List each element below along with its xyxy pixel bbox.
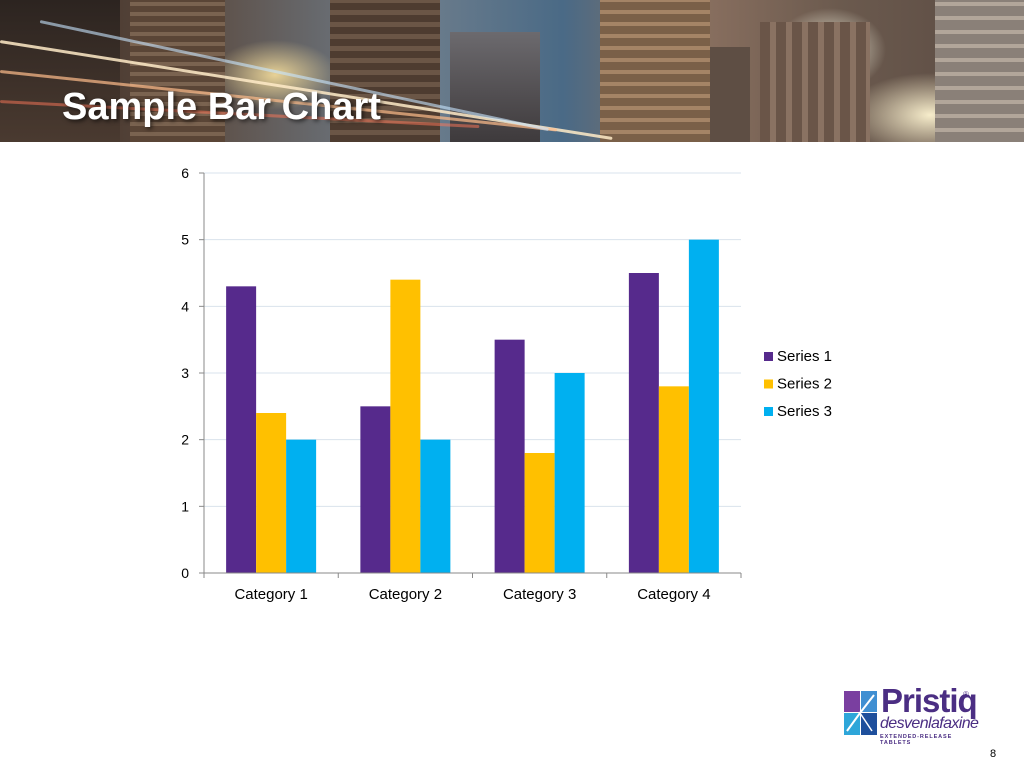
legend-label: Series 2 bbox=[777, 376, 832, 393]
bar-series-3-category-3 bbox=[554, 373, 585, 573]
logo-registered-mark: ® bbox=[963, 690, 969, 699]
legend-swatch bbox=[764, 379, 773, 389]
slide-title: Sample Bar Chart bbox=[62, 86, 381, 128]
bar-series-2-category-1 bbox=[256, 413, 287, 573]
axes: 0 1 2 3 4 5 6 Category 1 Category 2 Category 3 Cat… bbox=[181, 165, 742, 603]
bar-series-1-category-1 bbox=[226, 286, 257, 573]
y-tick-label: 4 bbox=[181, 298, 189, 314]
bars bbox=[226, 239, 719, 573]
x-category-label: Category 3 bbox=[503, 586, 576, 603]
bar-series-3-category-4 bbox=[688, 239, 719, 573]
page-number: 8 bbox=[990, 748, 997, 760]
legend-label: Series 3 bbox=[777, 403, 832, 420]
pristiq-logo: Pristiq ® desvenlafaxine EXTENDED-RELEAS… bbox=[844, 682, 984, 746]
bar-series-2-category-3 bbox=[524, 453, 555, 573]
bar-series-1-category-2 bbox=[360, 406, 391, 573]
building-silhouette bbox=[710, 47, 750, 142]
logo-generic-name: desvenlafaxine bbox=[880, 715, 979, 732]
legend-swatch bbox=[764, 352, 773, 361]
x-category-label: Category 4 bbox=[637, 586, 710, 603]
y-tick-label: 0 bbox=[181, 565, 189, 581]
legend-swatch bbox=[764, 407, 773, 416]
legend: Series 1 Series 2 Series 3 bbox=[764, 348, 832, 420]
logo-mark-icon bbox=[844, 691, 877, 735]
building-silhouette bbox=[760, 22, 870, 142]
bar-series-1-category-4 bbox=[628, 273, 659, 573]
bar-series-3-category-1 bbox=[286, 439, 317, 573]
bar-series-1-category-3 bbox=[494, 339, 525, 573]
logo-tagline: EXTENDED-RELEASE TABLETS bbox=[880, 734, 953, 746]
bar-series-2-category-4 bbox=[658, 386, 689, 573]
bar-series-2-category-2 bbox=[390, 279, 421, 573]
building-silhouette bbox=[935, 0, 1024, 142]
y-tick-label: 3 bbox=[181, 365, 189, 381]
y-tick-label: 1 bbox=[181, 498, 189, 514]
legend-label: Series 1 bbox=[777, 348, 832, 365]
building-silhouette bbox=[600, 0, 710, 142]
y-tick-label: 2 bbox=[181, 432, 189, 448]
x-category-label: Category 2 bbox=[369, 586, 442, 603]
x-category-label: Category 1 bbox=[234, 586, 307, 603]
header-banner-image: Sample Bar Chart bbox=[0, 0, 1024, 142]
logo-brand-text: Pristiq bbox=[881, 682, 978, 719]
bar-series-3-category-2 bbox=[420, 439, 451, 573]
y-tick-label: 6 bbox=[181, 165, 189, 181]
y-tick-label: 5 bbox=[181, 232, 189, 248]
